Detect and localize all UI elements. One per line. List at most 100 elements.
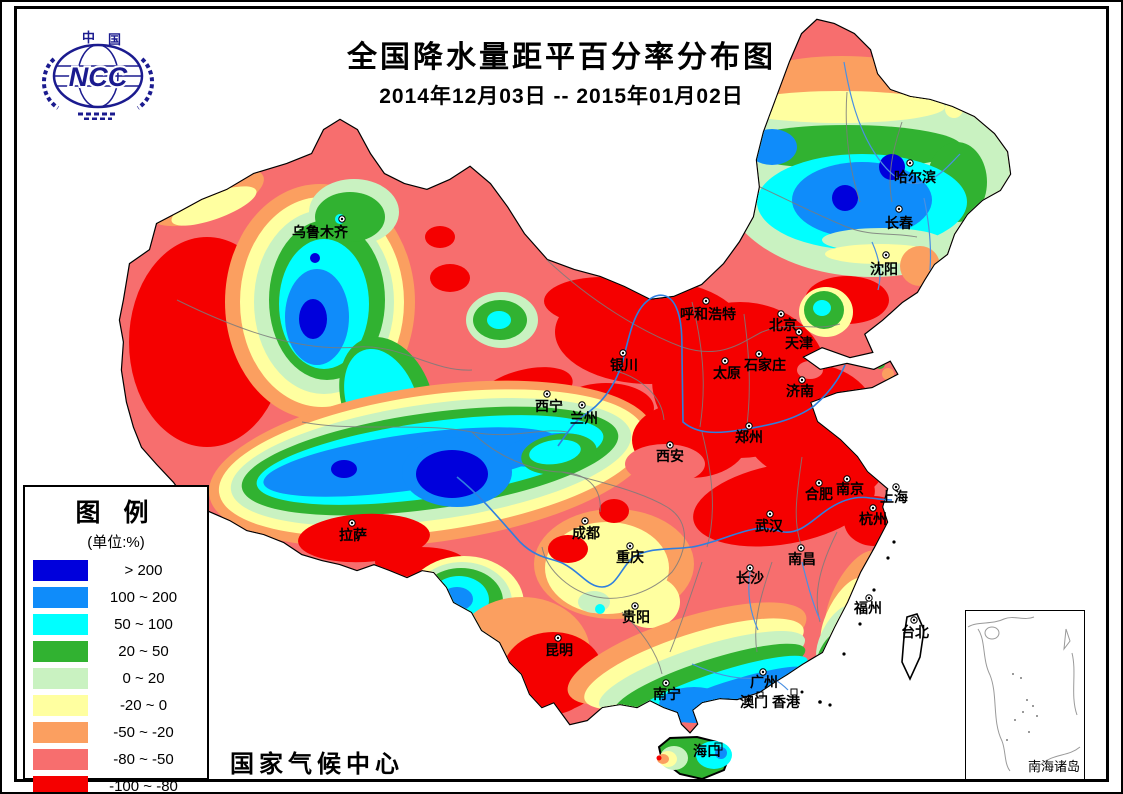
city-label-lanzhou: 兰州 bbox=[570, 410, 598, 426]
city-label-harbin: 哈尔滨 bbox=[894, 169, 936, 185]
logo-char-right: 国 bbox=[108, 32, 121, 47]
legend-label: 0 ~ 20 bbox=[122, 670, 165, 687]
city-label-changsha: 长沙 bbox=[736, 570, 764, 586]
source-org-label: 国家气候中心 bbox=[230, 751, 404, 778]
city-shenyang: 沈阳 bbox=[870, 251, 898, 277]
logo-char-left: 中 bbox=[82, 30, 95, 45]
city-label-macau: 澳门 bbox=[740, 694, 768, 710]
legend-swatch-neg100-neg80 bbox=[33, 776, 88, 792]
city-shanghai: 上海 bbox=[880, 483, 908, 505]
city-chengdu: 成都 bbox=[572, 517, 600, 541]
hainan-island bbox=[656, 735, 732, 781]
legend-label: 100 ~ 200 bbox=[109, 589, 178, 606]
wreath-right bbox=[136, 57, 155, 110]
city-label-shijiazhuang: 石家庄 bbox=[743, 357, 786, 373]
xiang-river bbox=[748, 571, 759, 631]
south-china-sea-inset: 南海诸岛 bbox=[965, 610, 1085, 780]
legend-box: 图 例 (单位:%) > 200 100 ~ 200 50 ~ 100 20 ~… bbox=[23, 485, 209, 792]
legend-item: -100 ~ -80 bbox=[33, 774, 199, 794]
legend-item: 50 ~ 100 bbox=[33, 612, 199, 637]
city-zhengzhou: 郑州 bbox=[735, 422, 763, 445]
city-label-yinchuan: 银川 bbox=[610, 357, 638, 373]
city-chongqing: 重庆 bbox=[616, 542, 644, 565]
city-kunming: 昆明 bbox=[545, 634, 573, 658]
yangtze-river bbox=[456, 476, 893, 588]
city-lhasa: 拉萨 bbox=[339, 519, 367, 543]
city-label-urumqi: 乌鲁木齐 bbox=[292, 224, 349, 240]
city-changsha: 长沙 bbox=[736, 564, 764, 586]
inset-label: 南海诸岛 bbox=[1027, 759, 1080, 774]
legend-item: 0 ~ 20 bbox=[33, 666, 199, 691]
city-label-lhasa: 拉萨 bbox=[339, 527, 367, 543]
city-label-haikou: 海口 bbox=[693, 743, 721, 759]
city-label-wuhan: 武汉 bbox=[755, 518, 784, 534]
legend-swatch-neg50-neg20 bbox=[33, 722, 88, 743]
city-xining: 西宁 bbox=[535, 390, 563, 414]
date-range: 2014年12月03日 -- 2015年01月02日 bbox=[379, 85, 744, 108]
city-guangzhou: 广州 bbox=[750, 668, 778, 690]
city-lanzhou: 兰州 bbox=[570, 401, 598, 426]
map-neatline bbox=[14, 6, 1109, 782]
wreath-bottom bbox=[78, 112, 118, 120]
city-label-xining: 西宁 bbox=[535, 398, 563, 414]
city-label-chongqing: 重庆 bbox=[616, 549, 644, 565]
legend-label: 20 ~ 50 bbox=[118, 643, 169, 660]
legend-item: -20 ~ 0 bbox=[33, 693, 199, 718]
city-label-guangzhou: 广州 bbox=[750, 674, 778, 690]
legend-label: > 200 bbox=[124, 562, 163, 579]
legend-item: 20 ~ 50 bbox=[33, 639, 199, 664]
legend-label: -100 ~ -80 bbox=[109, 778, 178, 794]
city-fuzhou: 福州 bbox=[853, 594, 882, 616]
city-label-xian: 西安 bbox=[656, 448, 684, 464]
city-tianjin: 天津 bbox=[785, 328, 813, 351]
city-label-fuzhou: 福州 bbox=[853, 600, 882, 616]
city-haikou: 海口 bbox=[693, 742, 723, 759]
legend-swatch-100-200 bbox=[33, 587, 88, 608]
city-beijing: 北京 bbox=[769, 310, 797, 333]
legend-item: -50 ~ -20 bbox=[33, 720, 199, 745]
logo-abbr: NCC bbox=[69, 62, 128, 92]
inset-island-dots bbox=[1006, 673, 1038, 741]
legend-swatch-50-100 bbox=[33, 614, 88, 635]
inset-map bbox=[967, 616, 1081, 772]
city-label-jinan: 济南 bbox=[786, 383, 814, 399]
legend-swatch-neg20-0 bbox=[33, 695, 88, 716]
city-taiyuan: 太原 bbox=[713, 357, 741, 381]
legend-item: -80 ~ -50 bbox=[33, 747, 199, 772]
city-urumqi: 乌鲁木齐 bbox=[292, 215, 349, 240]
city-label-hongkong: 香港 bbox=[771, 694, 801, 710]
city-label-hefei: 合肥 bbox=[805, 486, 833, 502]
city-hefei: 合肥 bbox=[805, 479, 833, 502]
legend-item: 100 ~ 200 bbox=[33, 585, 199, 610]
city-label-nanjing: 南京 bbox=[836, 481, 864, 497]
city-changchun: 长春 bbox=[885, 205, 914, 231]
province-boundaries bbox=[176, 91, 918, 675]
legend-swatch-gt200 bbox=[33, 560, 88, 581]
legend-swatch-neg80-neg50 bbox=[33, 749, 88, 770]
legend-unit: (单位:%) bbox=[87, 534, 145, 551]
coastal-islands bbox=[800, 540, 896, 707]
legend-title: 图 例 bbox=[75, 499, 157, 527]
city-label-zhengzhou: 郑州 bbox=[735, 429, 763, 445]
city-guiyang: 贵阳 bbox=[622, 602, 650, 625]
city-xian: 西安 bbox=[656, 441, 684, 464]
legend-swatch-20-50 bbox=[33, 641, 88, 662]
city-label-beijing: 北京 bbox=[769, 317, 797, 333]
city-label-hangzhou: 杭州 bbox=[859, 511, 887, 527]
city-wuhan: 武汉 bbox=[755, 510, 784, 534]
songhua-river bbox=[843, 61, 961, 184]
city-jinan: 济南 bbox=[786, 376, 814, 399]
legend-label: 50 ~ 100 bbox=[114, 616, 173, 633]
legend-label: -50 ~ -20 bbox=[113, 724, 174, 741]
taiwan-island bbox=[901, 613, 925, 681]
northeast-tributary bbox=[923, 197, 932, 271]
city-label-kunming: 昆明 bbox=[545, 642, 573, 658]
city-yinchuan: 银川 bbox=[610, 349, 638, 373]
legend-swatch-0-20 bbox=[33, 668, 88, 689]
legend-label: -20 ~ 0 bbox=[119, 697, 168, 714]
pearl-river bbox=[691, 663, 789, 691]
liao-river bbox=[871, 241, 881, 291]
ncc-logo: 中 国 NCC bbox=[41, 30, 155, 120]
yellow-river bbox=[557, 294, 846, 447]
